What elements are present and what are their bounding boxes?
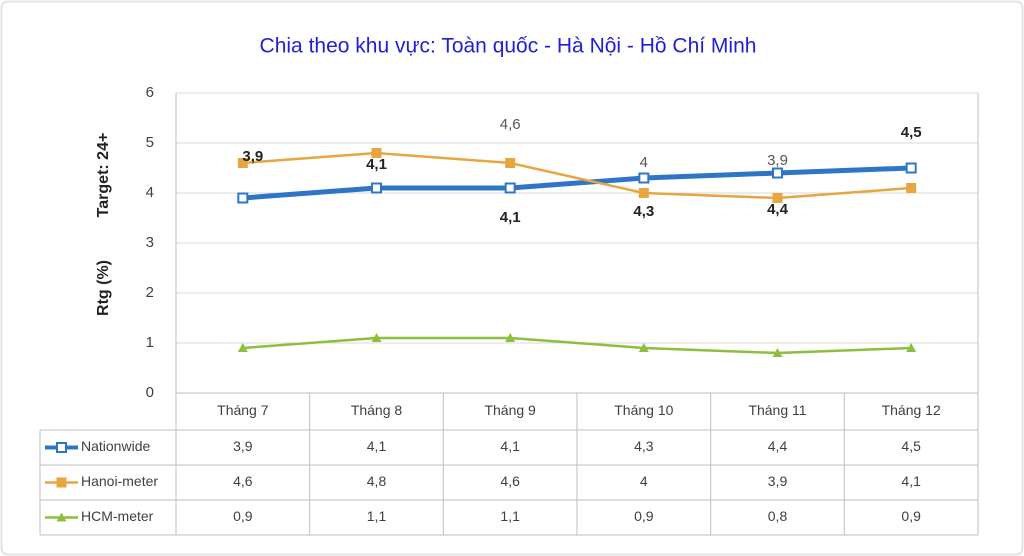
marker bbox=[772, 167, 783, 179]
y-tick-label: 2 bbox=[146, 284, 154, 301]
table-value: 4,3 bbox=[634, 438, 654, 454]
marker bbox=[237, 343, 248, 352]
data-label: 4 bbox=[640, 154, 648, 171]
marker bbox=[371, 182, 382, 194]
table-value: 4,5 bbox=[901, 438, 921, 454]
table-value: 4,1 bbox=[500, 438, 520, 454]
marker bbox=[505, 158, 516, 168]
table-value: 4,6 bbox=[233, 473, 253, 489]
legend-label: Nationwide bbox=[81, 438, 150, 454]
data-label: 4,1 bbox=[500, 209, 521, 226]
table-value: 1,1 bbox=[367, 508, 387, 524]
table-value: 3,9 bbox=[768, 473, 788, 489]
x-tick-label: Tháng 10 bbox=[614, 402, 673, 418]
table-value: 4,8 bbox=[367, 473, 387, 489]
table-value: 1,1 bbox=[500, 508, 520, 524]
series-line bbox=[242, 336, 912, 355]
marker bbox=[371, 333, 382, 342]
marker bbox=[772, 193, 783, 203]
table-value: 4,6 bbox=[500, 473, 520, 489]
marker bbox=[906, 183, 917, 193]
chart-title: Chia theo khu vực: Toàn quốc - Hà Nội - … bbox=[260, 35, 757, 58]
x-tick-label: Tháng 8 bbox=[351, 402, 403, 418]
marker bbox=[905, 162, 917, 174]
x-tick-label: Tháng 12 bbox=[882, 402, 941, 418]
marker bbox=[56, 477, 67, 488]
y-tick-label: 5 bbox=[146, 134, 154, 151]
table-value: 4,4 bbox=[768, 438, 788, 454]
table-value: 4 bbox=[640, 473, 648, 489]
table-value: 0,9 bbox=[901, 508, 921, 524]
y-tick-label: 6 bbox=[146, 84, 154, 101]
data-label: 4,6 bbox=[500, 116, 521, 133]
table-value: 0,8 bbox=[768, 508, 788, 524]
data-label: 4,1 bbox=[366, 156, 387, 173]
series-line bbox=[242, 165, 912, 201]
legend-label: HCM-meter bbox=[81, 508, 154, 524]
table-value: 4,1 bbox=[901, 473, 921, 489]
y-tick-label: 0 bbox=[146, 384, 154, 401]
marker bbox=[772, 348, 783, 357]
data-label: 4,4 bbox=[767, 201, 789, 218]
x-tick-label: Tháng 7 bbox=[217, 402, 269, 418]
data-label: 3,9 bbox=[242, 148, 263, 165]
marker bbox=[638, 343, 649, 352]
data-label: 4,5 bbox=[901, 124, 922, 141]
y-tick-label: 1 bbox=[146, 334, 154, 351]
marker bbox=[505, 333, 516, 342]
marker bbox=[638, 172, 650, 184]
y-axis-label: Rtg (%) bbox=[95, 260, 112, 316]
table-value: 0,9 bbox=[233, 508, 253, 524]
y-tick-label: 4 bbox=[146, 184, 154, 201]
y-axis-label: Target: 24+ bbox=[95, 133, 112, 218]
x-tick-label: Tháng 11 bbox=[748, 402, 806, 418]
y-tick-label: 3 bbox=[146, 234, 154, 251]
table-value: 3,9 bbox=[233, 438, 253, 454]
series-line bbox=[242, 151, 912, 200]
marker bbox=[237, 192, 249, 204]
marker bbox=[906, 343, 917, 352]
table-value: 0,9 bbox=[634, 508, 654, 524]
x-tick-label: Tháng 9 bbox=[484, 402, 536, 418]
marker bbox=[56, 512, 67, 522]
table-value: 4,1 bbox=[367, 438, 387, 454]
legend-label: Hanoi-meter bbox=[81, 473, 158, 489]
marker bbox=[638, 188, 649, 198]
marker bbox=[237, 158, 248, 168]
marker bbox=[371, 148, 382, 158]
marker bbox=[504, 182, 516, 194]
marker bbox=[56, 442, 67, 453]
data-label: 3,9 bbox=[767, 152, 788, 169]
data-label: 4,3 bbox=[633, 203, 654, 220]
